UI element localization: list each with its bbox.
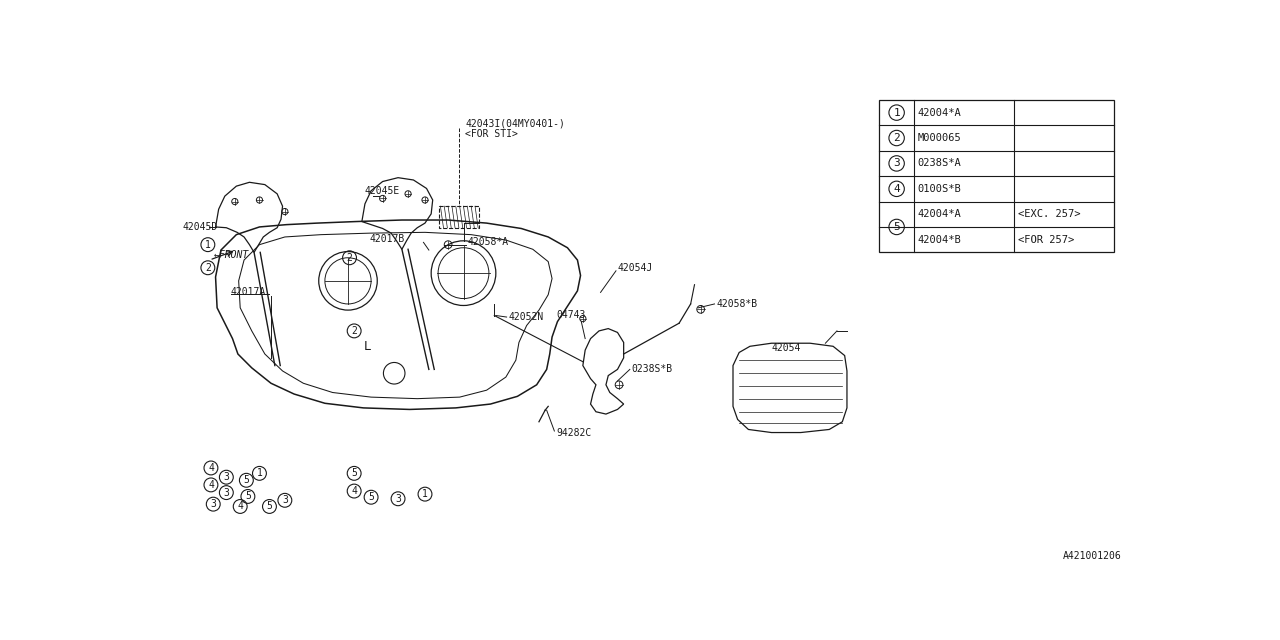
Text: 4: 4 (237, 502, 243, 511)
Text: 4: 4 (351, 486, 357, 496)
Text: 3: 3 (396, 494, 401, 504)
Text: 42045D: 42045D (183, 222, 218, 232)
Text: <FOR 257>: <FOR 257> (1018, 235, 1074, 244)
Text: 2: 2 (205, 263, 211, 273)
Text: 3: 3 (893, 159, 900, 168)
Text: <EXC. 257>: <EXC. 257> (1018, 209, 1080, 220)
Text: 2: 2 (347, 253, 352, 263)
Text: 3: 3 (282, 495, 288, 506)
Text: 42043I(04MY0401-): 42043I(04MY0401-) (465, 118, 564, 128)
Text: 1: 1 (893, 108, 900, 118)
Text: 5: 5 (243, 476, 250, 485)
Text: 42045E: 42045E (365, 186, 401, 196)
Text: 5: 5 (244, 492, 251, 502)
Text: L: L (364, 340, 371, 353)
Text: 42004*B: 42004*B (918, 235, 961, 244)
Text: 0100S*B: 0100S*B (918, 184, 961, 194)
Text: 3: 3 (224, 472, 229, 482)
Text: 5: 5 (351, 468, 357, 478)
Text: 5: 5 (266, 502, 273, 511)
Text: 42054J: 42054J (617, 263, 653, 273)
Text: 42017B: 42017B (370, 234, 404, 243)
Text: 42004*A: 42004*A (918, 108, 961, 118)
Text: ←FRONT: ←FRONT (214, 250, 248, 260)
Bar (879, 100, 1114, 252)
Text: 0238S*B: 0238S*B (631, 364, 672, 374)
Text: 42004*A: 42004*A (918, 209, 961, 220)
Text: 94282C: 94282C (556, 428, 591, 438)
Text: 4: 4 (893, 184, 900, 194)
Text: 4: 4 (209, 480, 214, 490)
Text: 42058*A: 42058*A (467, 237, 508, 247)
Text: 42058*B: 42058*B (716, 299, 758, 309)
Text: <FOR STI>: <FOR STI> (465, 129, 518, 139)
Text: 2: 2 (351, 326, 357, 336)
Text: 3: 3 (224, 488, 229, 498)
Text: 1: 1 (256, 468, 262, 478)
Text: 1: 1 (205, 239, 211, 250)
Text: 04743: 04743 (556, 310, 585, 321)
Text: 42052N: 42052N (508, 312, 544, 322)
Text: 42017A: 42017A (230, 287, 266, 298)
Bar (439, 206, 479, 228)
Text: 0238S*A: 0238S*A (918, 159, 961, 168)
Text: 5: 5 (893, 222, 900, 232)
Text: 3: 3 (210, 499, 216, 509)
Text: 1: 1 (422, 489, 428, 499)
Text: M000065: M000065 (918, 133, 961, 143)
Text: 2: 2 (893, 133, 900, 143)
Text: 42054: 42054 (772, 343, 801, 353)
Text: A421001206: A421001206 (1064, 551, 1121, 561)
Text: 5: 5 (369, 492, 374, 502)
Text: 4: 4 (209, 463, 214, 473)
